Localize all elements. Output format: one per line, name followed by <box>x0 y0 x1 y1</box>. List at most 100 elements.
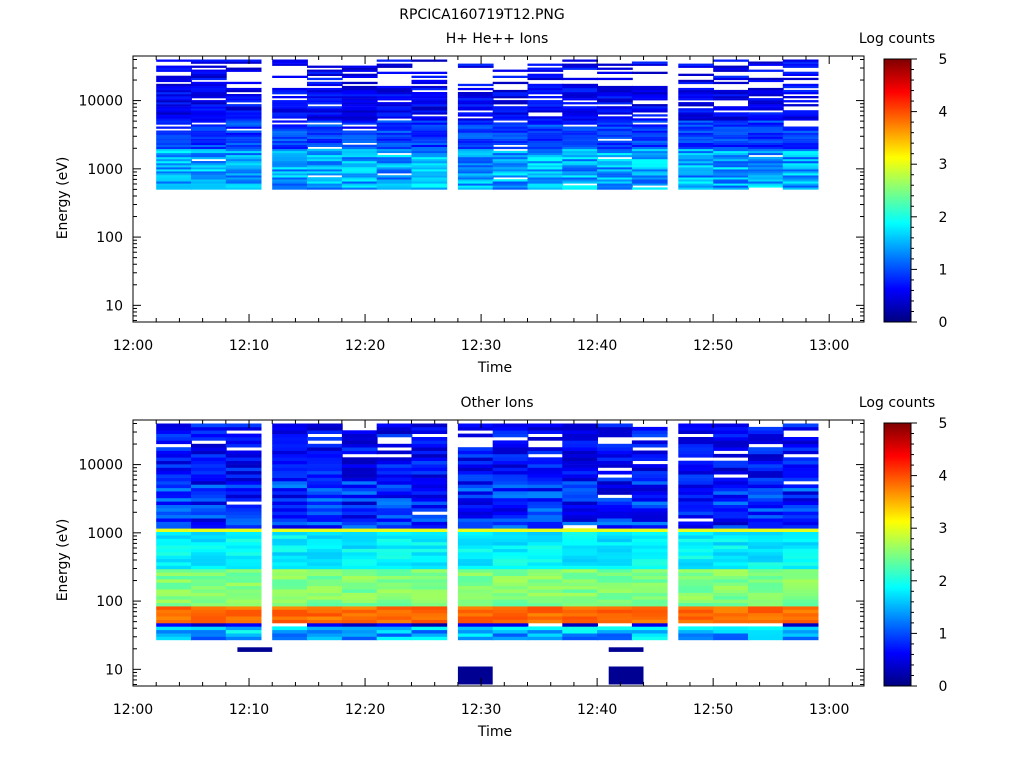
heatmap-cell <box>411 177 448 180</box>
heatmap-cell <box>527 104 564 107</box>
heatmap-cell <box>376 494 413 499</box>
heatmap-cell <box>678 440 714 445</box>
heatmap-cell <box>156 568 192 573</box>
heatmap-cell <box>492 134 529 137</box>
heatmap-cell <box>272 146 308 150</box>
heatmap-cell <box>191 494 227 499</box>
heatmap-cell <box>631 152 668 156</box>
heatmap-cell <box>411 158 448 162</box>
heatmap-cell <box>411 81 448 85</box>
heatmap-cell <box>225 579 262 583</box>
heatmap-cell <box>631 85 668 89</box>
heatmap-cell <box>191 518 227 522</box>
heatmap-cell <box>272 104 308 107</box>
heatmap-cell <box>376 169 413 172</box>
heatmap-cell <box>492 163 529 166</box>
heatmap-cell <box>562 138 598 141</box>
heatmap-cell <box>631 535 668 539</box>
heatmap-cell <box>782 173 819 176</box>
heatmap-cell <box>748 487 784 492</box>
heatmap-cell <box>678 575 714 580</box>
heatmap-cell <box>307 494 343 499</box>
heatmap-cell <box>156 94 192 97</box>
heatmap-cell <box>341 108 378 111</box>
heatmap-cell <box>713 146 749 150</box>
heatmap-cell <box>597 568 633 573</box>
heatmap-cell <box>341 487 378 492</box>
heatmap-cell <box>156 589 192 593</box>
heatmap-cell <box>713 140 749 143</box>
heatmap-cell <box>527 150 564 154</box>
heatmap-cell <box>272 467 308 472</box>
heatmap-cell <box>156 179 192 182</box>
heatmap-cell <box>713 177 749 180</box>
heatmap-cell <box>527 122 564 125</box>
heatmap-cell <box>562 579 598 583</box>
heatmap-cell <box>457 579 494 583</box>
heatmap-cell <box>492 504 529 509</box>
heatmap-cell <box>341 470 378 475</box>
heatmap-cell <box>631 524 668 529</box>
heatmap-cell <box>341 122 378 125</box>
heatmap-cell <box>307 65 343 68</box>
heatmap-cell <box>527 467 564 472</box>
heatmap-cell <box>782 426 819 431</box>
heatmap-cell <box>492 548 529 553</box>
heatmap-cell <box>562 582 598 587</box>
heatmap-cell <box>527 134 564 137</box>
heatmap-cell <box>782 96 819 99</box>
heatmap-cell <box>678 154 714 158</box>
heatmap-cell <box>678 464 714 468</box>
heatmap-cell <box>272 134 308 137</box>
heatmap-cell <box>713 120 749 123</box>
heatmap-cell <box>376 518 413 522</box>
heatmap-cell <box>562 108 598 111</box>
heatmap-cell <box>376 467 413 472</box>
heatmap-cell <box>562 94 598 97</box>
heatmap-cell <box>748 626 784 631</box>
heatmap-cell <box>156 116 192 119</box>
heatmap-cell <box>748 126 784 129</box>
heatmap-cell <box>631 592 668 597</box>
heatmap-cell <box>748 565 784 570</box>
heatmap-cell <box>411 491 448 495</box>
heatmap-cell <box>597 146 633 150</box>
heatmap-cell <box>562 552 598 556</box>
heatmap-cell <box>597 112 633 115</box>
heatmap-cell <box>272 541 308 546</box>
heatmap-cell <box>307 152 343 156</box>
heatmap-cell <box>562 150 598 154</box>
heatmap-cell <box>191 112 227 115</box>
heatmap-cell <box>191 531 227 536</box>
heatmap-cell <box>562 59 598 62</box>
heatmap-cell <box>156 100 192 103</box>
heatmap-cell <box>411 494 448 499</box>
heatmap-cell <box>341 440 378 445</box>
heatmap-cell <box>562 65 598 68</box>
heatmap-cell <box>782 179 819 182</box>
heatmap-cell <box>678 136 714 139</box>
heatmap-cell <box>597 106 633 109</box>
heatmap-cell <box>272 154 308 158</box>
heatmap-cell <box>341 629 378 634</box>
heatmap-cell <box>597 636 633 641</box>
heatmap-cell <box>191 636 227 641</box>
heatmap-cell <box>341 447 378 451</box>
heatmap-cell <box>191 585 227 590</box>
heatmap-cell <box>678 81 714 85</box>
y-tick-label: 100 <box>96 594 123 610</box>
heatmap-cell <box>562 87 598 91</box>
heatmap-cell <box>272 606 308 610</box>
heatmap-cell <box>225 120 262 123</box>
heatmap-cell <box>631 433 668 438</box>
heatmap-cell <box>597 140 633 143</box>
heatmap-cell <box>376 470 413 475</box>
heatmap-cell <box>225 61 262 64</box>
heatmap-cell <box>782 457 819 461</box>
heatmap-cell <box>341 116 378 119</box>
heatmap-cell <box>597 555 633 560</box>
heatmap-cell <box>341 118 378 121</box>
heatmap-cell <box>191 470 227 475</box>
heatmap-cell <box>492 122 529 125</box>
